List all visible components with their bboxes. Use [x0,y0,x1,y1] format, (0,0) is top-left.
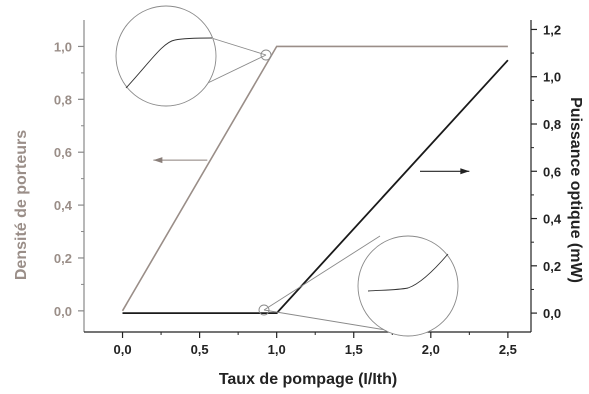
right-y-tick-label: 0,0 [543,306,561,321]
left-y-tick-label: 0,8 [54,92,72,107]
right-y-tick-label: 0,2 [543,259,561,274]
right-y-tick-label: 1,0 [543,70,561,85]
zoom-inset-bottom [258,235,459,337]
right-y-tick-label: 1,2 [543,22,561,37]
arrow-right-head [460,168,470,175]
right-y-tick-label: 0,8 [543,117,561,132]
x-axis-title: Taux de pompage (I/Ith) [219,371,397,388]
annotation-layer [153,157,470,175]
series-left-axis-line [121,45,508,312]
left-axis-title: Densité de porteurs [13,130,30,280]
x-tick-label: 0,5 [191,342,209,357]
right-y-tick-label: 0,4 [543,212,562,227]
x-tick-label: 1,5 [345,342,363,357]
series-right-axis-line [122,59,509,315]
left-y-tick-label: 0,0 [54,304,72,319]
left-y-tick-label: 0,6 [54,145,72,160]
series-layer [121,45,509,315]
x-tick-label: 0,0 [113,342,131,357]
right-y-tick-label: 0,6 [543,164,561,179]
left-y-tick-label: 0,2 [54,251,72,266]
arrow-left-head [153,157,163,164]
left-y-tick-label: 0,4 [54,198,73,213]
x-tick-label: 2,5 [499,342,517,357]
zoom-inset-top [115,5,272,107]
left-y-tick-label: 1,0 [54,39,72,54]
right-axis-title: Puissance optique (mW) [567,97,584,283]
x-tick-label: 2,0 [422,342,440,357]
tick-labels: 0,0 0,5 1,0 1,5 2,0 2,5 0,0 0,2 0,4 0,6 0,8 1,0 0,0 0… [54,22,562,357]
x-tick-label: 1,0 [268,342,286,357]
